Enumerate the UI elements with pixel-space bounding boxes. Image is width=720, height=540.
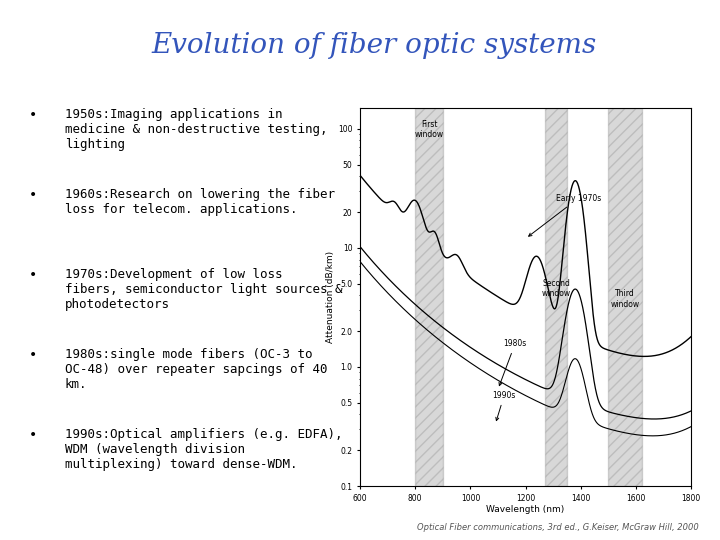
Bar	[608, 108, 642, 486]
Bar	[415, 108, 443, 486]
Text: Second
window: Second window	[541, 279, 570, 298]
Text: 1950s:Imaging applications in
medicine & non-destructive testing,
lighting: 1950s:Imaging applications in medicine &…	[65, 108, 328, 151]
Text: First
window: First window	[415, 119, 444, 139]
Text: •: •	[29, 188, 37, 202]
Text: Early 1970s: Early 1970s	[528, 194, 601, 236]
Text: Evolution of fiber optic systems: Evolution of fiber optic systems	[152, 32, 597, 59]
Bar	[545, 108, 567, 486]
Y-axis label: Attenuation (dB/km): Attenuation (dB/km)	[326, 251, 335, 343]
Text: •: •	[29, 348, 37, 362]
Text: •: •	[29, 268, 37, 282]
Text: 1980s:single mode fibers (OC-3 to
OC-48) over repeater sapcings of 40
km.: 1980s:single mode fibers (OC-3 to OC-48)…	[65, 348, 328, 391]
Text: •: •	[29, 108, 37, 122]
Text: Optical Fiber communications, 3rd ed., G.Keiser, McGraw Hill, 2000: Optical Fiber communications, 3rd ed., G…	[417, 523, 698, 532]
Text: Third
window: Third window	[611, 289, 639, 309]
Text: 1970s:Development of low loss
fibers, semiconductor light sources &
photodetecto: 1970s:Development of low loss fibers, se…	[65, 268, 342, 311]
Text: 1990s: 1990s	[492, 391, 516, 421]
Text: 1960s:Research on lowering the fiber
loss for telecom. applications.: 1960s:Research on lowering the fiber los…	[65, 188, 335, 216]
X-axis label: Wavelength (nm): Wavelength (nm)	[487, 505, 564, 515]
Text: •: •	[29, 428, 37, 442]
Text: 1990s:Optical amplifiers (e.g. EDFA),
WDM (wavelength division
multiplexing) tow: 1990s:Optical amplifiers (e.g. EDFA), WD…	[65, 428, 342, 471]
Text: 1980s: 1980s	[499, 339, 527, 386]
